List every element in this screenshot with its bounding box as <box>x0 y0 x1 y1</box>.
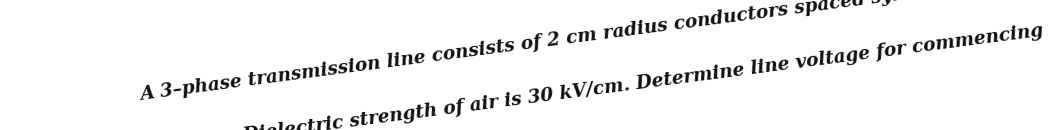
Text: A 3–phase transmission line consists of 2 cm radius conductors spaced symmetrica: A 3–phase transmission line consists of … <box>140 0 1035 104</box>
Text: metres apart, Given : Dielectric strength of air is 30 kV/cm. Determine line vol: metres apart, Given : Dielectric strengt… <box>21 8 1049 130</box>
